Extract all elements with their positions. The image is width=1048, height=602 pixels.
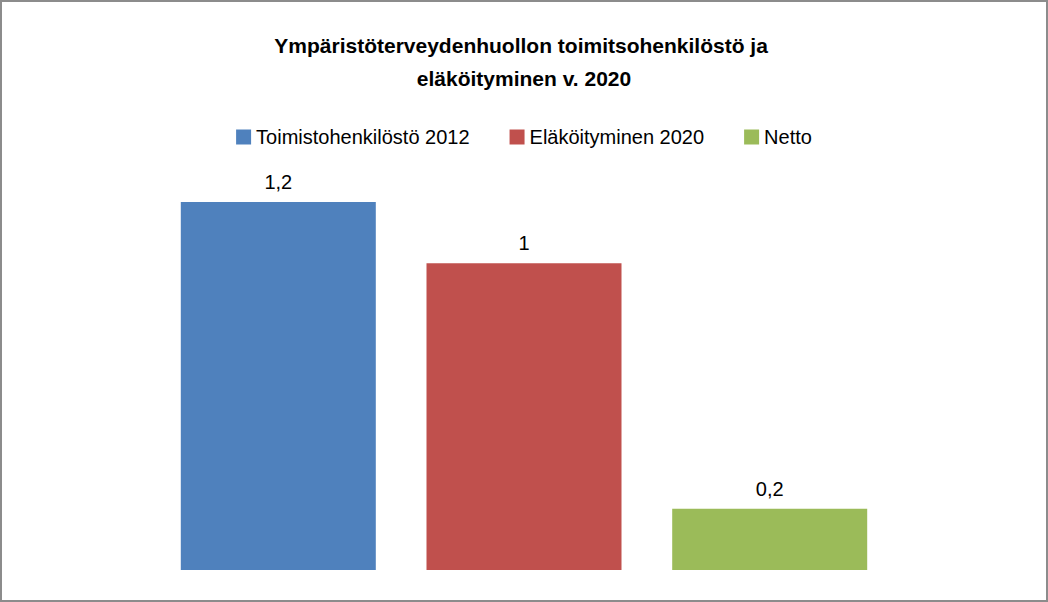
svg-text:1,2: 1,2 [264,171,292,193]
svg-text:0,2: 0,2 [756,478,784,500]
svg-text:Ympäristöterveydenhuollon toim: Ympäristöterveydenhuollon toimitsohenkil… [274,34,773,57]
svg-text:Netto: Netto [764,126,812,148]
svg-text:1: 1 [518,232,529,254]
svg-text:Toimistohenkilöstö 2012: Toimistohenkilöstö 2012 [256,126,469,148]
svg-text:eläköityminen v. 2020: eläköityminen v. 2020 [417,67,631,90]
svg-text:Eläköityminen 2020: Eläköityminen 2020 [530,126,705,148]
